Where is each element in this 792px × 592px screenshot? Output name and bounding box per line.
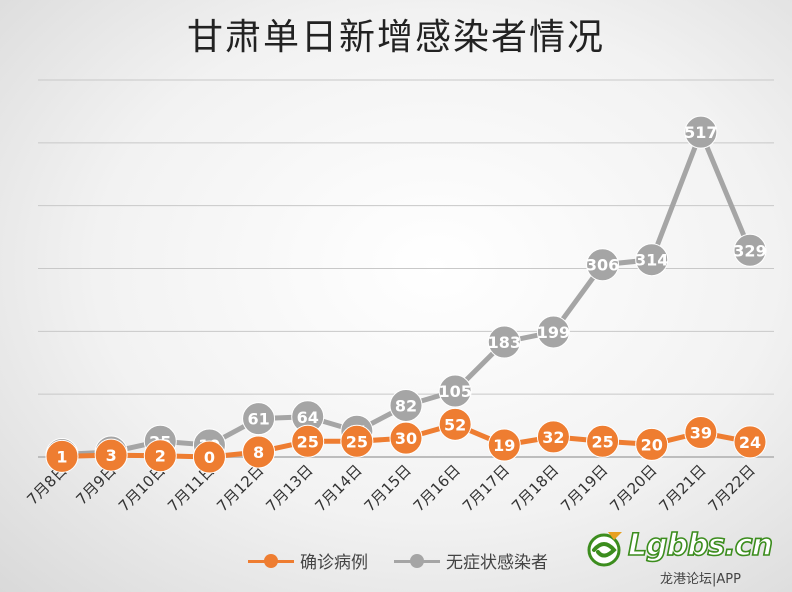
data-label: 39 bbox=[690, 423, 712, 442]
data-label: 314 bbox=[635, 251, 668, 270]
data-label: 32 bbox=[542, 428, 564, 447]
legend-marker-confirmed bbox=[248, 553, 294, 568]
data-point bbox=[94, 438, 128, 472]
x-tick-label: 7月12日 bbox=[213, 461, 267, 515]
data-label: 30 bbox=[395, 429, 417, 448]
data-point bbox=[684, 415, 718, 449]
data-point bbox=[438, 407, 472, 441]
data-label: 105 bbox=[438, 382, 471, 401]
data-label: 306 bbox=[586, 256, 619, 275]
x-tick-label: 7月15日 bbox=[361, 461, 415, 515]
chart-title: 甘肃单日新增感染者情况 bbox=[186, 17, 605, 58]
x-tick-label: 7月21日 bbox=[655, 461, 709, 515]
data-point bbox=[143, 439, 177, 473]
data-label: 20 bbox=[641, 435, 663, 454]
x-tick-label: 7月14日 bbox=[311, 461, 365, 515]
data-point bbox=[487, 428, 521, 462]
data-label: 64 bbox=[297, 408, 319, 427]
data-label: 25 bbox=[297, 432, 319, 451]
data-point bbox=[586, 248, 620, 282]
dragon-logo-icon bbox=[587, 532, 622, 567]
data-label: 0 bbox=[204, 448, 215, 467]
data-point bbox=[733, 233, 767, 267]
legend-marker-asymptomatic bbox=[394, 553, 440, 568]
data-point bbox=[635, 427, 669, 461]
data-label: 19 bbox=[493, 436, 515, 455]
legend-label-asymptomatic: 无症状感染者 bbox=[446, 553, 548, 573]
data-point bbox=[536, 315, 570, 349]
x-tick-label: 7月19日 bbox=[557, 461, 611, 515]
data-label: 3 bbox=[106, 446, 117, 465]
data-label: 52 bbox=[444, 415, 466, 434]
data-label: 25 bbox=[591, 432, 613, 451]
data-point bbox=[389, 388, 423, 422]
legend-item-asymptomatic[interactable]: 无症状感染者 bbox=[394, 548, 548, 573]
data-point bbox=[635, 243, 669, 277]
legend-item-confirmed[interactable]: 确诊病例 bbox=[248, 548, 368, 573]
data-label: 24 bbox=[739, 433, 761, 452]
data-point bbox=[242, 435, 276, 469]
x-tick-label: 7月16日 bbox=[410, 461, 464, 515]
data-point bbox=[586, 424, 620, 458]
legend-label-confirmed: 确诊病例 bbox=[300, 553, 368, 573]
data-point bbox=[340, 424, 374, 458]
data-point bbox=[389, 421, 423, 455]
x-tick-label: 7月20日 bbox=[606, 461, 660, 515]
x-tick-label: 7月22日 bbox=[705, 461, 759, 515]
chart-legend: 确诊病例 无症状感染者 bbox=[248, 548, 548, 573]
watermark-subtext: 龙港论坛|APP bbox=[660, 572, 741, 587]
data-label: 183 bbox=[488, 333, 521, 352]
data-label: 1 bbox=[56, 447, 67, 466]
data-label: 2 bbox=[155, 447, 166, 466]
data-point bbox=[291, 424, 325, 458]
data-label: 517 bbox=[684, 123, 717, 142]
x-tick-label: 7月18日 bbox=[508, 461, 562, 515]
data-point bbox=[242, 402, 276, 436]
data-label: 329 bbox=[733, 241, 766, 260]
site-watermark: Lgbbs.cn 龙港论坛|APP bbox=[584, 527, 784, 588]
data-label: 25 bbox=[346, 432, 368, 451]
data-label: 61 bbox=[247, 410, 269, 429]
data-point bbox=[733, 425, 767, 459]
data-point bbox=[438, 374, 472, 408]
watermark-brand: Lgbbs.cn bbox=[627, 527, 774, 564]
data-label: 199 bbox=[537, 323, 570, 342]
x-tick-label: 7月13日 bbox=[262, 461, 316, 515]
data-label: 82 bbox=[395, 396, 417, 415]
x-tick-label: 7月17日 bbox=[459, 461, 513, 515]
data-point bbox=[487, 325, 521, 359]
data-point bbox=[536, 420, 570, 454]
data-point bbox=[192, 440, 226, 474]
data-label: 8 bbox=[253, 443, 264, 462]
data-point bbox=[684, 115, 718, 149]
data-point bbox=[45, 439, 79, 473]
